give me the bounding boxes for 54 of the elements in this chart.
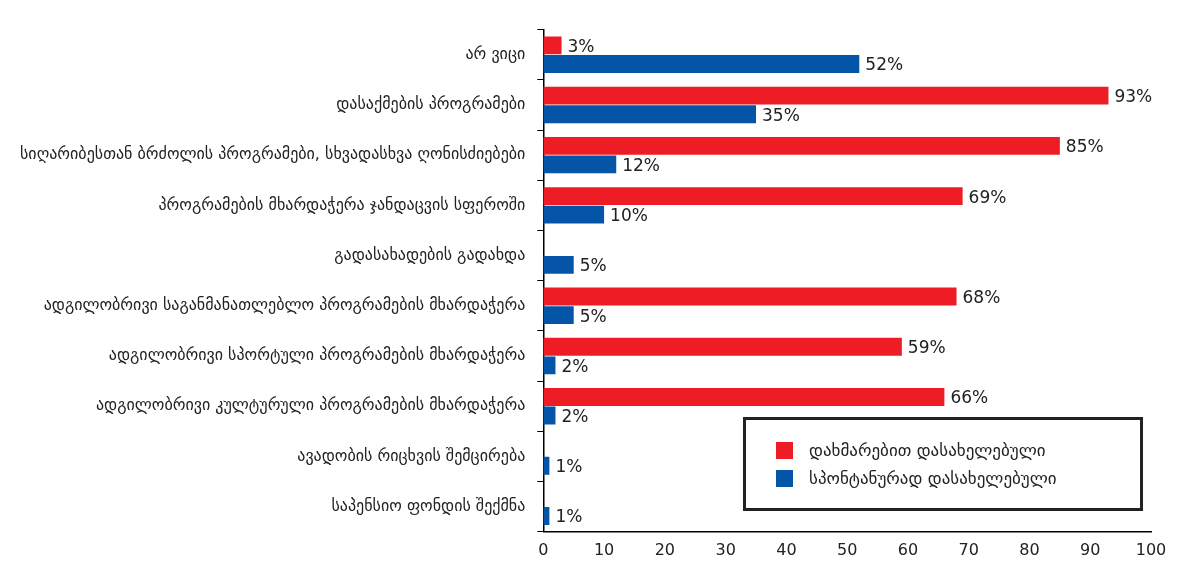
y-tick-label: ადგილობრივი სპორტული პროგრამების მხარდაჭერა [108, 345, 526, 365]
bar [543, 287, 957, 306]
x-tick-label: 0 [538, 539, 549, 559]
y-tick-label: დასაქმების პროგრამები [336, 94, 526, 114]
x-tick-label: 10 [593, 539, 615, 559]
bar [543, 136, 1060, 155]
x-tick-label: 70 [958, 539, 979, 559]
bar [543, 337, 902, 356]
bar [543, 306, 574, 325]
data-label: 69% [968, 186, 1007, 207]
x-tick-label: 30 [715, 539, 736, 559]
data-label: 52% [865, 54, 904, 75]
bar [543, 36, 562, 55]
x-tick-label: 20 [654, 539, 676, 559]
bar [543, 356, 556, 375]
data-label: 85% [1065, 136, 1104, 157]
bar [543, 187, 963, 205]
y-tick-label: არ ვიცი [465, 43, 526, 63]
bar [543, 388, 945, 406]
y-tick-label: გადასახადების გადახდა [334, 244, 526, 264]
data-label: 3% [567, 35, 595, 56]
y-tick-label: სიღარიბესთან ბრძოლის პროგრამები, სხვადასხვა ღონისძიებები [20, 144, 526, 164]
data-label: 35% [762, 104, 800, 125]
data-label: 93% [1114, 86, 1153, 107]
bar [543, 205, 605, 224]
data-label: 59% [907, 337, 946, 358]
data-label: 1% [555, 456, 583, 477]
data-label: 1% [555, 506, 583, 527]
bar [543, 55, 860, 73]
data-label: 10% [610, 205, 648, 226]
x-tick-label: 100 [1135, 539, 1167, 559]
data-label: 5% [579, 305, 607, 326]
y-tick-label: ადგილობრივი კულტურული პროგრამების მხარდაჭერა [95, 395, 526, 415]
x-tick-label: 80 [1019, 539, 1040, 559]
x-tick-label: 50 [836, 539, 858, 559]
legend-label: სპონტანურად დასახელებული [809, 468, 1057, 488]
y-tick-label: პროგრამების მხარდაჭერა ჯანდაცვის სფეროში [158, 194, 526, 214]
data-label: 66% [950, 387, 989, 408]
bar [543, 155, 617, 174]
y-tick-label: საპენსიო ფონდის შექმნა [331, 495, 526, 515]
bar [543, 255, 574, 274]
y-tick-label: ავადობის რიცხვის შემცირება [297, 445, 526, 465]
bar [543, 86, 1109, 105]
x-tick-label: 60 [897, 539, 919, 559]
y-tick-label: ადგილობრივი საგანმანათლებლო პროგრამების მხარდაჭერა [43, 294, 526, 314]
x-tick-label: 90 [1080, 539, 1101, 559]
bar [543, 105, 756, 124]
data-label: 2% [561, 405, 589, 426]
data-label: 12% [622, 154, 661, 175]
data-label: 5% [579, 255, 607, 276]
data-label: 68% [962, 286, 1001, 307]
data-label: 2% [561, 355, 589, 376]
x-tick-label: 40 [776, 539, 797, 559]
legend-label: დახმარებით დასახელებული [809, 440, 1046, 460]
